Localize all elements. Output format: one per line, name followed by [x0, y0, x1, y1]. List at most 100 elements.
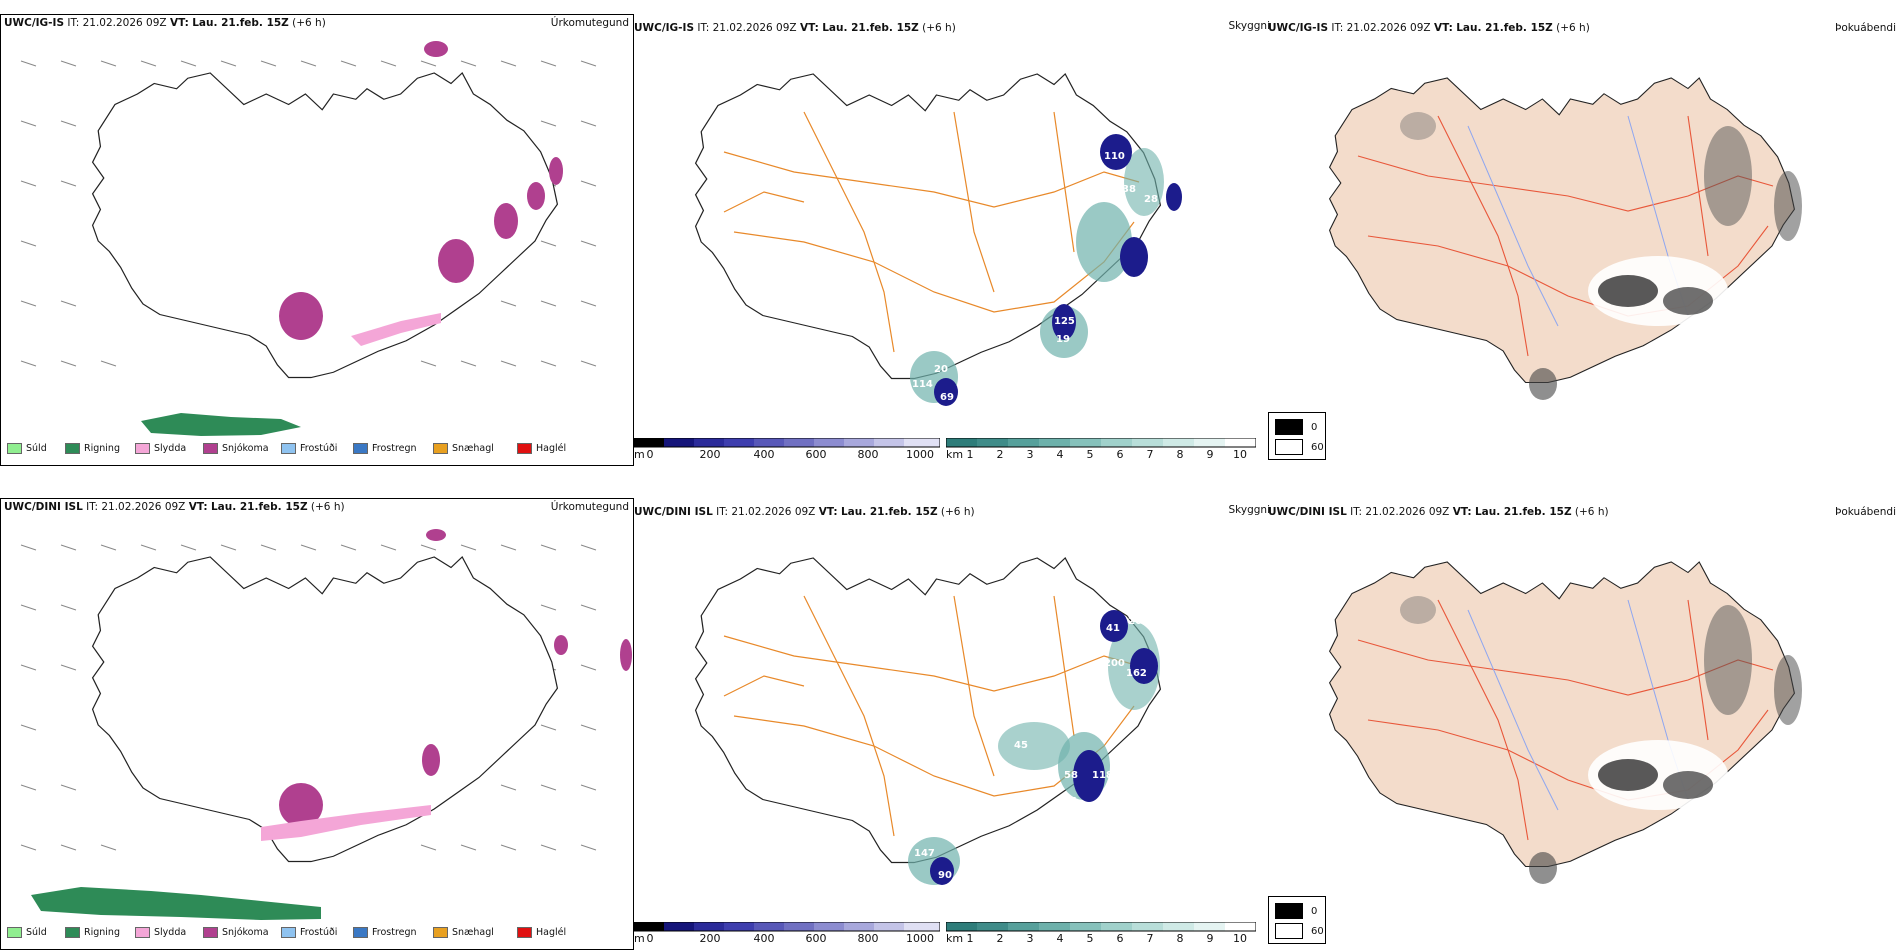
- init-time: IT: 21.02.2026 09Z: [67, 17, 167, 29]
- init-time: IT: 21.02.2026 09Z: [1350, 506, 1450, 518]
- visibility-unit: km: [946, 932, 964, 945]
- vis-value: 28: [1144, 194, 1158, 205]
- tick-label: 6: [1116, 448, 1124, 461]
- visibility-map: 110 38 28 84 81 98 125 19 114 69 20 26: [694, 73, 1183, 406]
- precip-panel: UWC/DINI ISL IT: 21.02.2026 09Z VT: Lau.…: [0, 498, 634, 950]
- legend-item-hail: Haglél: [517, 443, 566, 454]
- cloud-base-colorbar: m 0 200 400 600 800 1000: [634, 922, 940, 946]
- tick-label: 3: [1026, 448, 1034, 461]
- visibility-gradient: [946, 438, 1256, 448]
- vis-value: 20: [934, 364, 948, 375]
- legend-item-snow-pellets: Snæhagl: [433, 443, 494, 454]
- legend-item-freezing-rain: Frostregn: [353, 443, 417, 454]
- legend-item-rain: Rigning: [65, 927, 120, 938]
- rain-area: [31, 887, 321, 920]
- roads: [723, 595, 1140, 837]
- valid-time: Lau. 21.feb. 15Z: [1456, 22, 1553, 34]
- model-name: UWC/IG-IS: [4, 17, 65, 29]
- vis-value: 147: [914, 848, 935, 859]
- panel-header: UWC/IG-IS IT: 21.02.2026 09Z VT: Lau. 21…: [4, 17, 633, 33]
- tick-label: 400: [753, 448, 775, 461]
- valid-time-label: VT:: [818, 506, 838, 518]
- vis-value: 26: [1019, 279, 1033, 290]
- legend-item-snow: Snjókoma: [203, 927, 269, 938]
- panel-header: UWC/DINI ISL IT: 21.02.2026 09Z VT: Lau.…: [1268, 506, 1900, 522]
- fog-legend-item: 0: [1275, 903, 1317, 919]
- init-time: IT: 21.02.2026 09Z: [716, 506, 816, 518]
- panel-title: Þokuábendi: [1835, 506, 1896, 518]
- lead-time: (+6 h): [1556, 22, 1590, 34]
- tick-label: 10: [1233, 448, 1247, 461]
- panel-header: UWC/IG-IS IT: 21.02.2026 09Z VT: Lau. 21…: [1268, 22, 1900, 38]
- cloud-base-unit: m: [634, 932, 645, 945]
- visibility-colorbar: km 1 2 3 4 5 6 7 8 9 10: [946, 438, 1256, 462]
- vis-value: 19: [1056, 334, 1070, 345]
- tick-label: 600: [805, 932, 827, 945]
- panel-title: Skyggni: [1228, 20, 1271, 32]
- valid-time: Lau. 21.feb. 15Z: [840, 506, 938, 518]
- row-igis: UWC/IG-IS IT: 21.02.2026 09Z VT: Lau. 21…: [0, 0, 1900, 470]
- cloud-base-colorbar: m 0 200 400 600 800 1000: [634, 438, 940, 462]
- tick-label: 5: [1086, 932, 1094, 945]
- legend-item-sleet: Slydda: [135, 443, 186, 454]
- precip-panel: UWC/IG-IS IT: 21.02.2026 09Z VT: Lau. 21…: [0, 14, 634, 466]
- fog-legend: 0 60: [1268, 412, 1326, 460]
- cloud-base-unit: m: [634, 448, 645, 461]
- tick-label: 0: [646, 448, 654, 461]
- legend-item-drizzle: Súld: [7, 443, 47, 454]
- model-name: UWC/DINI ISL: [4, 501, 83, 513]
- model-name: UWC/DINI ISL: [1268, 506, 1347, 518]
- vis-value: 45: [1014, 740, 1028, 751]
- precip-map: [20, 529, 632, 920]
- valid-time-label: VT:: [188, 501, 208, 513]
- legend-item-freezing-drizzle: Frostúði: [281, 927, 337, 938]
- vis-value: 114: [912, 379, 933, 390]
- visibility-panel: UWC/IG-IS IT: 21.02.2026 09Z VT: Lau. 21…: [634, 14, 1270, 464]
- panel-title: Úrkomutegund: [550, 501, 629, 513]
- tick-label: 800: [857, 932, 879, 945]
- vis-value: 162: [1126, 668, 1147, 679]
- fog-shading: [1400, 596, 1802, 884]
- tick-label: 7: [1146, 932, 1154, 945]
- model-name: UWC/IG-IS: [634, 22, 695, 34]
- vis-value: 200: [1104, 658, 1125, 669]
- row-dini: UWC/DINI ISL IT: 21.02.2026 09Z VT: Lau.…: [0, 484, 1900, 950]
- tick-label: 0: [646, 932, 654, 945]
- cloud-base-gradient: [634, 438, 940, 448]
- tick-label: 600: [805, 448, 827, 461]
- tick-label: 200: [699, 932, 721, 945]
- legend-item-drizzle: Súld: [7, 927, 47, 938]
- vis-value: 110: [1104, 151, 1125, 162]
- vis-value: 125: [1054, 316, 1075, 327]
- sleet-area: [351, 313, 441, 346]
- tick-label: 4: [1056, 932, 1064, 945]
- tick-label: 7: [1146, 448, 1154, 461]
- lead-time: (+6 h): [310, 501, 345, 513]
- fog-legend-item: 0: [1275, 419, 1317, 435]
- rain-area: [141, 413, 301, 436]
- fog-legend-item: 60: [1275, 439, 1324, 455]
- tick-label: 400: [753, 932, 775, 945]
- low-cloud-areas: [934, 134, 1182, 406]
- valid-time-label: VT:: [169, 17, 189, 29]
- valid-time: Lau. 21.feb. 15Z: [1474, 506, 1572, 518]
- fog-panel: UWC/DINI ISL IT: 21.02.2026 09Z VT: Lau.…: [1268, 498, 1900, 898]
- lead-time: (+6 h): [922, 22, 956, 34]
- vis-value: 84: [1134, 276, 1148, 287]
- lead-time: (+6 h): [940, 506, 975, 518]
- fog-panel: UWC/IG-IS IT: 21.02.2026 09Z VT: Lau. 21…: [1268, 14, 1900, 414]
- legend-item-snow-pellets: Snæhagl: [433, 927, 494, 938]
- tick-label: 1000: [906, 932, 934, 945]
- legend-item-freezing-rain: Frostregn: [353, 927, 417, 938]
- valid-time: Lau. 21.feb. 15Z: [192, 17, 289, 29]
- vis-value: 98: [1122, 294, 1136, 305]
- panel-header: UWC/IG-IS IT: 21.02.2026 09Z VT: Lau. 21…: [634, 20, 1270, 38]
- visibility-unit: km: [946, 448, 964, 461]
- legend-item-snow: Snjókoma: [203, 443, 269, 454]
- model-name: UWC/DINI ISL: [634, 506, 713, 518]
- precip-legend: Súld Rigning Slydda Snjókoma Frostúði Fr…: [7, 443, 627, 459]
- visibility-map: 41 26 200 162 87 96 45 58 118 81 147 90: [694, 557, 1188, 885]
- tick-label: 4: [1056, 448, 1064, 461]
- panel-title: Úrkomutegund: [550, 17, 629, 29]
- panel-title: Skyggni: [1228, 504, 1271, 516]
